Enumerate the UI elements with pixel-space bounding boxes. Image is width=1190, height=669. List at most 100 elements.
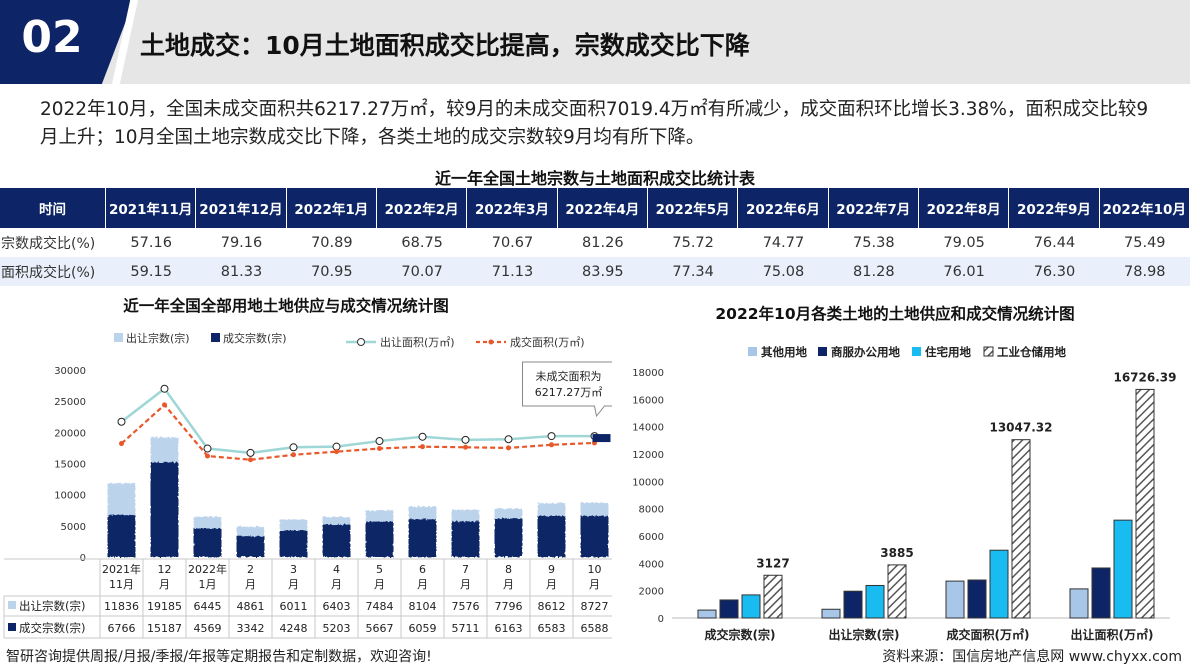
bar-industrial	[887, 564, 907, 619]
point-supply-area	[375, 437, 384, 446]
bar-other	[945, 580, 965, 619]
x-tick-label: 2021年	[102, 562, 141, 576]
x-tick-label: 月	[374, 578, 385, 591]
table-header-cell: 2022年8月	[919, 188, 1010, 228]
point-supply-area	[332, 442, 341, 451]
bar-deal	[236, 536, 265, 557]
legend-label: 商服办公用地	[831, 345, 900, 359]
bar-deal	[279, 530, 308, 557]
table-cell: 76.44	[1033, 234, 1076, 251]
legend-label: 成交宗数(宗)	[223, 331, 287, 345]
table-cell: 81.26	[582, 234, 624, 251]
y-tick-label: 12000	[632, 450, 664, 461]
section-number: 02	[21, 12, 83, 63]
legend-swatch	[211, 333, 220, 342]
data-table-cell: 15187	[147, 622, 182, 635]
bar-deal	[322, 524, 351, 557]
x-tick-label: 月	[503, 578, 514, 591]
table-cell: 70.67	[491, 234, 534, 251]
data-table-cell: 19185	[147, 600, 182, 613]
table-legend-swatch	[8, 601, 16, 609]
data-table-cell: 5711	[452, 622, 480, 635]
point-deal-area	[119, 441, 124, 447]
y-tick-label: 5000	[61, 522, 86, 533]
table-cell: 76.01	[943, 263, 985, 280]
table-cell: 71.13	[491, 263, 534, 280]
bar-other	[821, 608, 841, 619]
data-table-cell: 8612	[538, 600, 566, 613]
legend-swatch	[912, 347, 921, 356]
bar-other	[1069, 588, 1089, 619]
data-table-cell: 4248	[280, 622, 308, 635]
table-cell: 74.77	[762, 234, 805, 251]
x-tick-label: 出让宗数(宗)	[829, 627, 900, 642]
bar-deal	[107, 514, 136, 557]
bar-commercial	[967, 579, 987, 619]
table-header-cell: 2022年4月	[558, 188, 648, 228]
point-supply-area	[203, 444, 212, 453]
x-tick-label: 9	[548, 563, 555, 576]
x-tick-label: 6	[419, 563, 426, 576]
data-table-cell: 3342	[237, 622, 265, 635]
data-table-cell: 6588	[581, 622, 609, 635]
table-cell: 79.05	[943, 234, 985, 251]
table-header-cell: 2022年5月	[648, 188, 739, 228]
bar-commercial	[719, 599, 739, 619]
data-table-cell: 4569	[194, 622, 222, 635]
data-table-cell: 5667	[366, 622, 394, 635]
data-table-row-label: 出让宗数(宗)	[19, 599, 85, 613]
x-tick-label: 12	[158, 563, 172, 576]
y-tick-label: 14000	[632, 423, 664, 434]
table-cell: 75.72	[672, 234, 714, 251]
legend-label: 工业仓储用地	[997, 345, 1066, 359]
y-tick-label: 10000	[54, 491, 86, 502]
table-row: 宗数成交比(%) 57.16 79.16 70.89 68.75 70.67 81.26 75…	[0, 228, 1190, 257]
table-cell: 81.28	[853, 263, 895, 280]
data-table-row-label: 成交宗数(宗)	[19, 621, 85, 635]
x-tick-label: 月	[159, 578, 170, 591]
bar-value-label: 16726.39	[1113, 370, 1176, 384]
y-tick-label: 25000	[54, 397, 86, 408]
legend-swatch	[983, 346, 994, 357]
legend-swatch	[748, 347, 757, 356]
x-tick-label: 5	[376, 563, 383, 576]
bar-deal	[494, 518, 523, 557]
x-tick-label: 3	[290, 563, 297, 576]
table-header-cell: 2021年11月	[106, 188, 197, 228]
data-table-cell: 6059	[409, 622, 437, 635]
point-deal-area	[334, 449, 339, 455]
table-cell: 75.38	[853, 234, 895, 251]
table-cell: 77.34	[672, 263, 714, 280]
table-cell: 59.15	[130, 263, 172, 280]
x-tick-label: 10	[588, 563, 602, 576]
x-tick-label: 月	[288, 578, 299, 591]
table-header-corner: 时间	[0, 188, 106, 228]
y-tick-label: 16000	[632, 395, 664, 406]
bar-industrial	[763, 574, 783, 619]
point-supply-area	[160, 384, 169, 393]
legend-label: 住宅用地	[925, 345, 971, 359]
data-table-cell: 8104	[409, 600, 437, 613]
point-supply-area	[418, 432, 427, 441]
bar-deal	[537, 515, 566, 557]
line-deal-area	[120, 403, 595, 461]
table-cell: 70.89	[311, 234, 353, 251]
table-row: 面积成交比(%) 59.15 81.33 70.95 70.07 71.13 83.95 77…	[0, 257, 1190, 286]
data-table-cell: 7484	[366, 600, 394, 613]
y-tick-label: 30000	[54, 366, 86, 377]
data-table-cell: 6403	[323, 600, 351, 613]
y-tick-label: 10000	[632, 477, 664, 488]
bar-deal	[365, 521, 394, 557]
point-deal-area	[162, 402, 167, 408]
y-tick-label: 8000	[639, 505, 664, 516]
bar-industrial	[1135, 388, 1155, 619]
y-tick-label: 15000	[54, 460, 86, 471]
bar-deal	[580, 515, 609, 557]
page-title: 土地成交：10月土地面积成交比提高，宗数成交比下降	[140, 31, 750, 60]
data-table-cell: 6011	[280, 600, 308, 613]
legend-label: 出让面积(万㎡)	[380, 335, 455, 349]
y-tick-label: 0	[658, 614, 664, 625]
y-tick-label: 20000	[54, 428, 86, 439]
